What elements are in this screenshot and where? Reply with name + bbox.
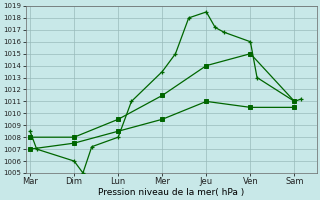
X-axis label: Pression niveau de la mer( hPa ): Pression niveau de la mer( hPa ) <box>98 188 244 197</box>
